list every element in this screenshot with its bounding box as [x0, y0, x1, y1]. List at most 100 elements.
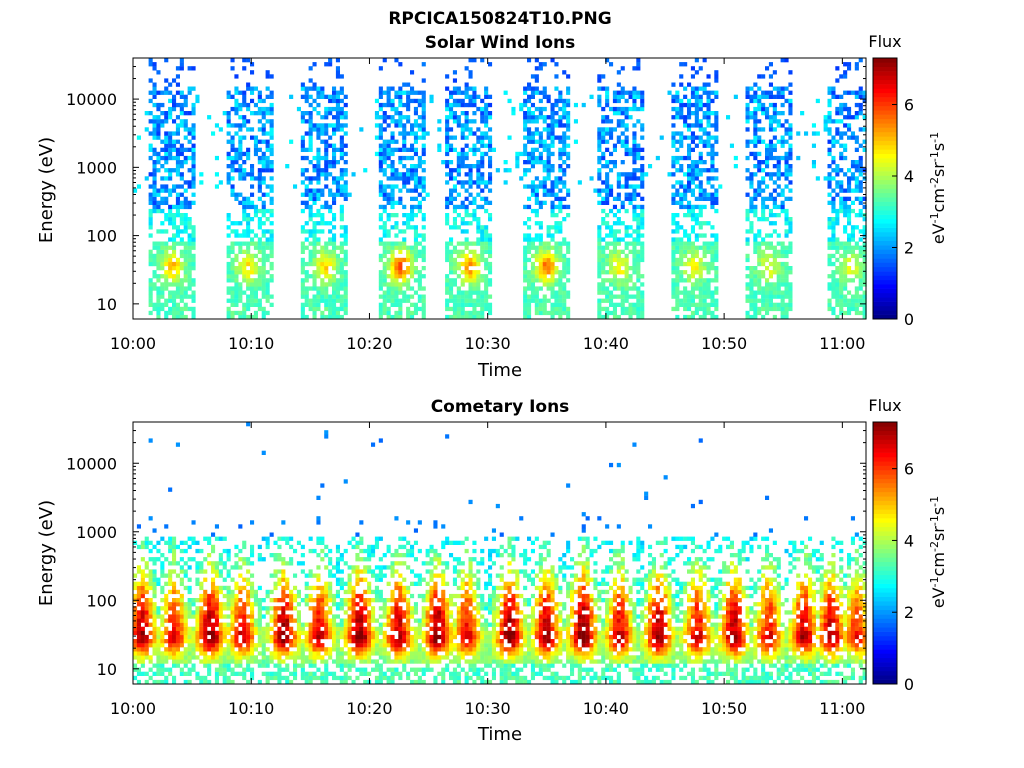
- heatmap-cell: [449, 200, 454, 205]
- heatmap-cell: [702, 139, 707, 144]
- heatmap-cell: [316, 257, 321, 263]
- heatmap-cell: [776, 111, 781, 116]
- heatmap-cell: [523, 184, 528, 189]
- heatmap-cell: [203, 639, 208, 644]
- heatmap-cell: [862, 196, 867, 201]
- heatmap-cell: [542, 147, 547, 152]
- heatmap-cell: [386, 306, 391, 312]
- heatmap-cell: [554, 135, 559, 140]
- colorbar-segment: [873, 223, 897, 228]
- heatmap-cell: [226, 164, 231, 169]
- heatmap-cell: [156, 208, 161, 214]
- heatmap-cell: [460, 135, 465, 140]
- heatmap-cell: [452, 257, 457, 263]
- heatmap-cell: [772, 135, 777, 140]
- heatmap-cell: [753, 127, 758, 132]
- heatmap-cell: [386, 102, 391, 108]
- heatmap-cell: [199, 598, 204, 603]
- heatmap-cell: [628, 278, 633, 283]
- heatmap-cell: [164, 626, 169, 631]
- heatmap-cell: [246, 257, 251, 263]
- heatmap-cell: [339, 86, 344, 91]
- heatmap-cell: [714, 115, 719, 120]
- heatmap-cell: [468, 241, 473, 246]
- heatmap-cell: [250, 90, 255, 95]
- heatmap-cell: [175, 115, 180, 120]
- heatmap-cell: [339, 245, 344, 250]
- heatmap-cell: [402, 90, 407, 95]
- heatmap-cell: [706, 106, 711, 112]
- heatmap-cell: [554, 290, 559, 295]
- heatmap-cell: [640, 196, 645, 201]
- heatmap-cell: [339, 204, 344, 210]
- heatmap-cell: [827, 274, 832, 279]
- heatmap-cell: [612, 111, 617, 116]
- heatmap-cell: [858, 102, 863, 108]
- heatmap-cell: [542, 192, 547, 197]
- heatmap-cell: [152, 184, 157, 189]
- heatmap-cell: [460, 278, 465, 283]
- heatmap-cell: [749, 94, 754, 99]
- heatmap-cell: [530, 115, 535, 120]
- heatmap-cell: [183, 119, 188, 124]
- heatmap-cell: [413, 106, 418, 112]
- heatmap-cell: [636, 302, 641, 307]
- heatmap-cell: [300, 241, 305, 246]
- heatmap-cell: [772, 188, 777, 193]
- heatmap-cell: [534, 66, 539, 71]
- heatmap-cell: [140, 585, 145, 591]
- heatmap-cell: [164, 90, 169, 95]
- heatmap-cell: [566, 270, 571, 275]
- heatmap-cell: [788, 106, 793, 112]
- heatmap-cell: [328, 221, 333, 226]
- heatmap-cell: [175, 630, 180, 636]
- heatmap-cell: [827, 119, 832, 124]
- heatmap-cell: [854, 302, 859, 307]
- heatmap-cell: [843, 261, 848, 267]
- heatmap-cell: [761, 257, 766, 263]
- heatmap-cell: [445, 86, 450, 91]
- heatmap-cell: [144, 655, 149, 660]
- heatmap-cell: [484, 111, 489, 116]
- heatmap-cell: [257, 237, 262, 242]
- heatmap-cell: [488, 135, 493, 140]
- heatmap-cell: [230, 147, 235, 152]
- heatmap-cell: [390, 294, 395, 299]
- heatmap-cell: [234, 266, 239, 271]
- heatmap-cell: [776, 123, 781, 128]
- heatmap-cell: [234, 221, 239, 226]
- heatmap-cell: [581, 102, 586, 108]
- heatmap-cell: [636, 294, 641, 299]
- heatmap-cell: [609, 249, 614, 254]
- heatmap-cell: [765, 233, 770, 238]
- heatmap-cell: [183, 602, 188, 607]
- heatmap-cell: [558, 94, 563, 99]
- heatmap-cell: [612, 196, 617, 201]
- y-tick-label: 10: [97, 295, 117, 314]
- heatmap-cell: [772, 221, 777, 226]
- heatmap-cell: [378, 106, 383, 112]
- heatmap-cell: [624, 266, 629, 271]
- heatmap-cell: [706, 168, 711, 173]
- heatmap-cell: [261, 208, 266, 214]
- heatmap-cell: [768, 290, 773, 295]
- heatmap-cell: [417, 253, 422, 259]
- heatmap-cell: [335, 102, 340, 108]
- heatmap-cell: [250, 62, 255, 67]
- heatmap-cell: [671, 282, 676, 287]
- heatmap-cell: [406, 278, 411, 283]
- heatmap-cell: [468, 180, 473, 185]
- heatmap-cell: [601, 119, 606, 124]
- heatmap-cell: [207, 667, 212, 672]
- heatmap-cell: [616, 196, 621, 201]
- heatmap-cell: [788, 147, 793, 152]
- heatmap-cell: [445, 253, 450, 259]
- heatmap-cell: [269, 196, 274, 201]
- heatmap-cell: [675, 192, 680, 197]
- heatmap-cell: [507, 135, 512, 140]
- heatmap-cell: [694, 249, 699, 254]
- heatmap-cell: [675, 131, 680, 136]
- heatmap-cell: [671, 94, 676, 99]
- heatmap-cell: [207, 639, 212, 644]
- heatmap-cell: [218, 180, 223, 185]
